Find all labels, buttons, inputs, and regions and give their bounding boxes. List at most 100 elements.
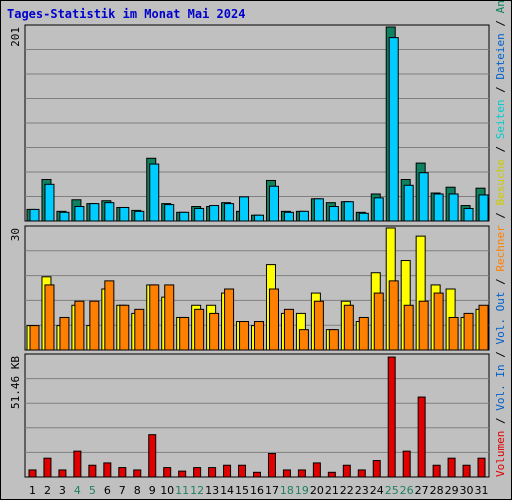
- bar-rechner-day-2: [44, 284, 55, 351]
- bar-dateien-day-17: [268, 185, 279, 222]
- bar-dateien-day-8: [134, 210, 145, 222]
- bar-rechner-day-25: [388, 280, 399, 351]
- bar-dateien-day-25: [388, 37, 399, 222]
- bar-dateien-day-11: [179, 211, 190, 222]
- legend-entry: Rechner: [494, 225, 507, 272]
- bar-dateien-day-29: [448, 193, 459, 222]
- bar-rechner-day-20: [313, 300, 324, 351]
- bar-volumen-day-25: [387, 356, 396, 478]
- bar-dateien-day-26: [403, 184, 414, 222]
- x-tick-label: 17: [265, 484, 279, 497]
- bar-volumen-day-12: [193, 467, 202, 478]
- x-tick-label: 20: [310, 484, 324, 497]
- bar-rechner-day-13: [209, 312, 220, 351]
- bar-volumen-day-9: [148, 434, 157, 478]
- x-tick-label: 24: [370, 484, 384, 497]
- bar-dateien-day-20: [313, 198, 324, 222]
- bar-rechner-day-7: [119, 304, 130, 351]
- bar-rechner-day-9: [149, 284, 160, 351]
- bar-volumen-day-30: [462, 464, 471, 478]
- bar-rechner-day-31: [478, 304, 489, 351]
- bar-dateien-day-7: [119, 206, 130, 222]
- legend-entry: /: [494, 345, 507, 365]
- bar-dateien-day-23: [358, 212, 369, 222]
- bar-volumen-day-31: [477, 457, 486, 478]
- legend-entry: Seiten: [494, 99, 507, 139]
- bar-volumen-day-23: [357, 469, 366, 478]
- bar-dateien-day-19: [298, 210, 309, 222]
- x-tick-label: 21: [325, 484, 339, 497]
- x-tick-label: 1: [29, 484, 36, 497]
- bar-volumen-day-16: [253, 471, 261, 478]
- legend-entry: Volumen: [494, 431, 507, 477]
- bar-volumen-day-11: [178, 470, 187, 478]
- x-tick-label: 27: [415, 484, 429, 497]
- bar-dateien-day-4: [74, 206, 85, 222]
- bar-dateien-day-3: [59, 211, 70, 222]
- ymax-label-panel-1: 201: [9, 27, 22, 47]
- bar-dateien-day-13: [209, 205, 220, 222]
- x-tick-label: 6: [104, 484, 111, 497]
- legend-entry: /: [494, 205, 507, 225]
- legend-entry: Vol. In: [494, 364, 507, 410]
- bar-volumen-day-27: [417, 396, 426, 478]
- bar-dateien-day-18: [283, 211, 294, 222]
- bar-rechner-day-12: [194, 308, 205, 351]
- x-tick-label: 7: [119, 484, 126, 497]
- x-tick-label: 12: [190, 484, 204, 497]
- bar-dateien-day-10: [164, 204, 175, 222]
- bar-dateien-day-16: [254, 214, 265, 222]
- bar-dateien-day-5: [89, 203, 100, 222]
- bar-rechner-day-14: [224, 288, 235, 351]
- x-tick-label: 26: [400, 484, 414, 497]
- bar-dateien-day-30: [463, 207, 474, 222]
- x-tick-label: 5: [89, 484, 96, 497]
- bar-rechner-day-16: [254, 321, 265, 351]
- bar-volumen-day-26: [402, 450, 411, 478]
- bar-rechner-day-3: [59, 316, 70, 351]
- bar-volumen-day-5: [88, 464, 97, 478]
- bar-volumen-day-4: [73, 450, 82, 478]
- bar-dateien-day-2: [44, 183, 55, 222]
- bar-rechner-day-28: [433, 292, 444, 351]
- bar-dateien-day-21: [328, 206, 339, 222]
- bar-volumen-day-18: [282, 469, 291, 478]
- bar-dateien-day-1: [29, 208, 40, 222]
- bar-rechner-day-30: [463, 312, 474, 351]
- x-tick-label: 8: [134, 484, 141, 497]
- chart-title: Tages-Statistik im Monat Mai 2024: [7, 7, 246, 21]
- bar-dateien-day-24: [373, 197, 384, 222]
- bar-rechner-day-4: [74, 300, 85, 351]
- bar-dateien-day-15: [239, 196, 250, 222]
- bar-dateien-day-22: [343, 201, 354, 222]
- bar-volumen-day-3: [58, 469, 67, 478]
- x-tick-label: 23: [355, 484, 369, 497]
- bar-dateien-day-31: [478, 194, 489, 222]
- bar-volumen-day-28: [432, 464, 441, 478]
- bar-rechner-day-1: [29, 325, 40, 351]
- legend-entry: Besuche: [494, 159, 507, 205]
- bar-rechner-day-27: [418, 300, 429, 351]
- legend-entry: /: [494, 272, 507, 292]
- bar-volumen-day-15: [238, 464, 247, 478]
- bar-rechner-day-22: [343, 304, 354, 351]
- x-tick-label: 31: [475, 484, 489, 497]
- x-tick-label: 29: [445, 484, 459, 497]
- bar-volumen-day-14: [223, 464, 232, 478]
- bar-volumen-day-21: [327, 471, 336, 478]
- x-tick-label: 19: [295, 484, 309, 497]
- bar-rechner-day-24: [373, 292, 384, 351]
- x-tick-label: 14: [220, 484, 234, 497]
- bar-rechner-day-18: [283, 308, 294, 351]
- x-tick-label: 30: [460, 484, 474, 497]
- legend-entry: Anfragen: [494, 1, 507, 13]
- bar-volumen-day-10: [163, 467, 172, 478]
- bar-rechner-day-5: [89, 300, 100, 351]
- x-tick-label: 11: [175, 484, 189, 497]
- bar-rechner-day-17: [268, 288, 279, 351]
- bar-rechner-day-21: [328, 329, 339, 351]
- bar-rechner-day-26: [403, 304, 414, 351]
- legend-entry: Dateien: [494, 33, 507, 79]
- x-tick-label: 28: [430, 484, 444, 497]
